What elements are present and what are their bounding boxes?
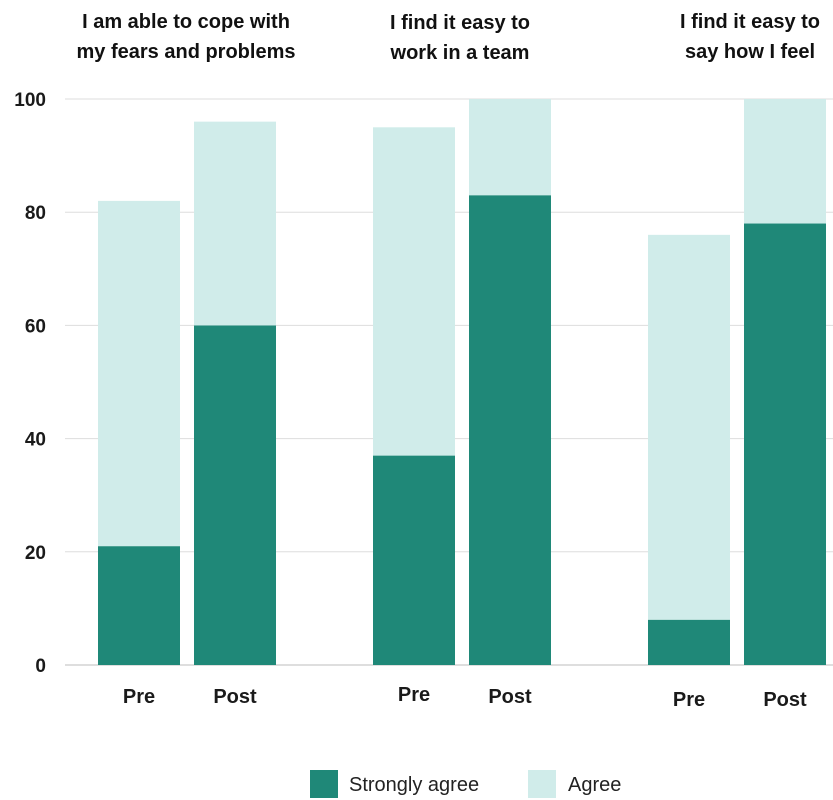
y-tick-label: 20: [25, 543, 46, 564]
x-category-label: Post: [213, 686, 257, 708]
legend-label: Agree: [568, 774, 621, 796]
bars: [98, 99, 826, 665]
bar-segment-agree: [194, 121, 276, 326]
x-category-label: Post: [763, 689, 807, 711]
bar-segment-agree: [373, 127, 455, 456]
x-category-label: Pre: [398, 684, 430, 706]
group-title-line: work in a team: [390, 42, 530, 64]
bar-segment-agree: [98, 200, 180, 547]
y-tick-label: 60: [25, 316, 46, 337]
group-title-line: I find it easy to: [680, 11, 820, 33]
y-tick-label: 40: [25, 430, 46, 451]
category-labels: Pre Post Pre Post Pre Post: [123, 684, 807, 711]
y-tick-label: 100: [14, 90, 46, 111]
bar-segment-strongly-agree: [469, 195, 551, 665]
legend: Strongly agree Agree: [310, 770, 621, 798]
y-axis-ticks: 0 20 40 60 80 100: [14, 90, 46, 677]
group-title-line: say how I feel: [685, 41, 815, 63]
bar-segment-agree: [469, 99, 551, 196]
x-category-label: Pre: [123, 686, 155, 708]
legend-swatch: [528, 770, 556, 798]
bar-segment-strongly-agree: [98, 546, 180, 665]
bar-segment-strongly-agree: [373, 455, 455, 665]
bar-segment-strongly-agree: [744, 223, 826, 665]
group-title-line: I am able to cope with: [82, 11, 290, 33]
legend-label: Strongly agree: [349, 774, 479, 796]
x-category-label: Pre: [673, 689, 705, 711]
bar-segment-strongly-agree: [194, 325, 276, 665]
group-titles: I am able to cope with my fears and probl…: [77, 11, 821, 64]
bar-segment-strongly-agree: [648, 619, 730, 665]
group-title-line: my fears and problems: [77, 41, 296, 63]
y-tick-label: 0: [35, 656, 46, 677]
group-title-line: I find it easy to: [390, 12, 530, 34]
x-category-label: Post: [488, 686, 532, 708]
bar-segment-agree: [744, 99, 826, 224]
bar-segment-agree: [648, 234, 730, 620]
legend-swatch: [310, 770, 338, 798]
y-tick-label: 80: [25, 203, 46, 224]
